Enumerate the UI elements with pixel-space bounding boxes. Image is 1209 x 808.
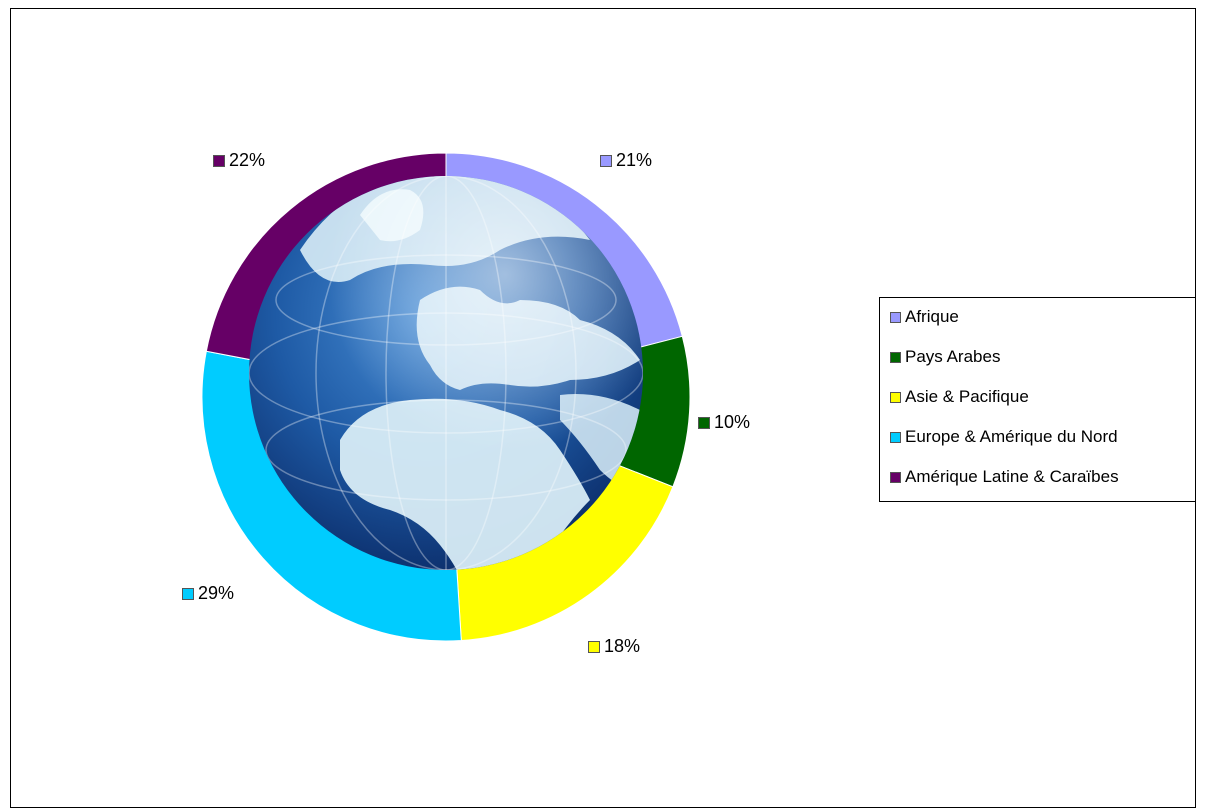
slice-label-swatch: [600, 154, 612, 167]
legend-swatch: [890, 471, 901, 483]
legend-item: Afrique: [890, 306, 959, 328]
legend-item: Pays Arabes: [890, 346, 1000, 368]
legend-swatch: [890, 351, 901, 363]
slice-label-text: 29%: [198, 583, 235, 603]
slice-value-label: 29%: [182, 583, 234, 604]
legend: Afrique Pays Arabes Asie & Pacifique Eur…: [879, 297, 1196, 502]
slice-value-label: 10%: [698, 412, 750, 433]
slice-value-label: 22%: [213, 150, 265, 171]
slice-label-swatch: [588, 640, 600, 653]
legend-swatch: [890, 391, 901, 403]
slice-value-label: 18%: [588, 636, 640, 657]
slice-label-text: 22%: [229, 150, 266, 170]
legend-label: Afrique: [905, 307, 959, 326]
slice-value-label: 21%: [600, 150, 652, 171]
slice-label-swatch: [698, 416, 710, 429]
slice-label-text: 21%: [616, 150, 653, 170]
legend-label: Asie & Pacifique: [905, 387, 1029, 406]
pie-chart: [201, 152, 691, 642]
slice-label-text: 18%: [604, 636, 641, 656]
slice-label-text: 10%: [714, 412, 751, 432]
legend-swatch: [890, 431, 901, 443]
legend-label: Pays Arabes: [905, 347, 1001, 366]
legend-label: Europe & Amérique du Nord: [905, 427, 1118, 446]
legend-swatch: [890, 311, 901, 323]
globe-icon: [249, 176, 643, 570]
slice-label-swatch: [213, 154, 225, 167]
legend-item: Europe & Amérique du Nord: [890, 426, 1118, 448]
legend-label: Amérique Latine & Caraïbes: [905, 467, 1119, 486]
slice-label-swatch: [182, 587, 194, 600]
legend-item: Asie & Pacifique: [890, 386, 1029, 408]
legend-item: Amérique Latine & Caraïbes: [890, 466, 1119, 488]
